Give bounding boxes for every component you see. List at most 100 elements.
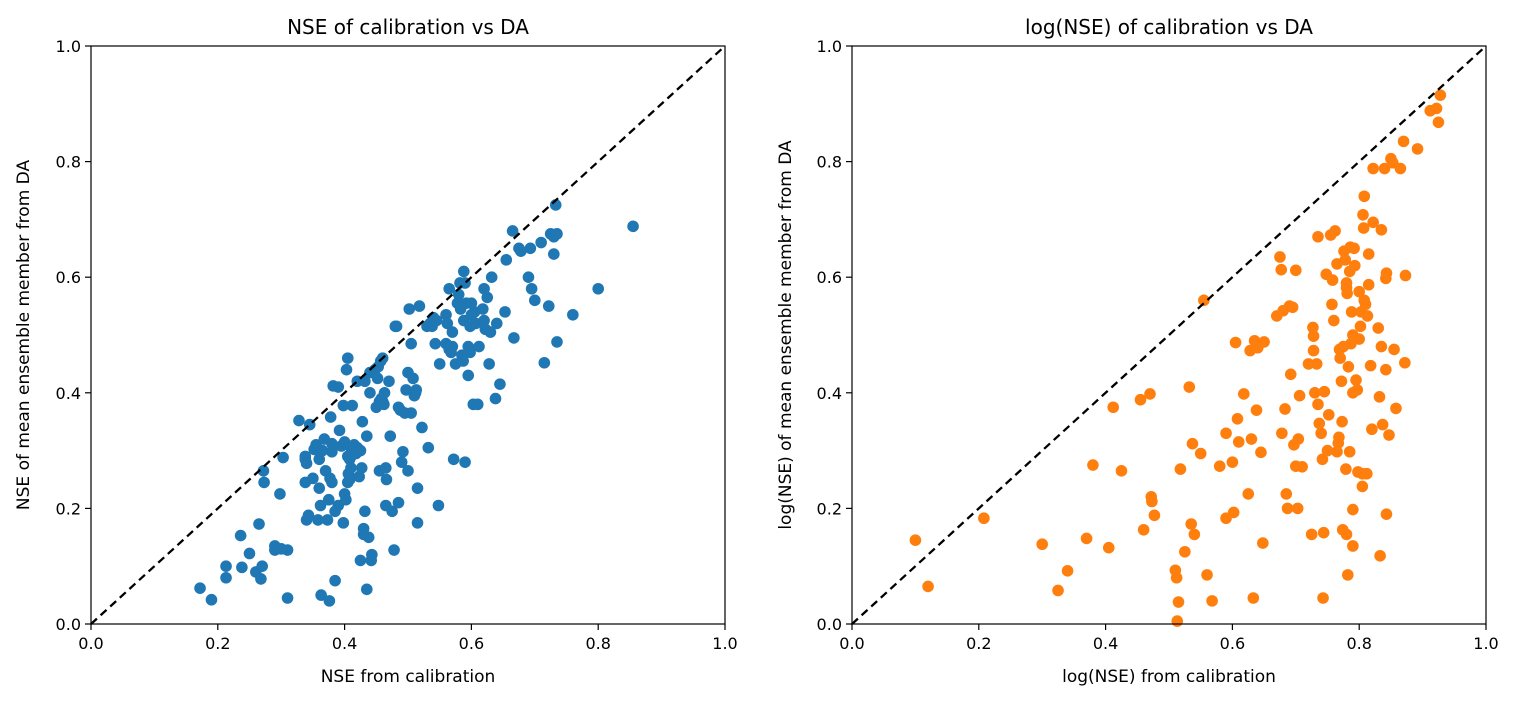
right-data-point — [1280, 488, 1293, 500]
right-data-point — [909, 534, 922, 546]
left-data-point — [485, 271, 498, 284]
right-data-point — [1331, 445, 1343, 458]
left-y-tick-label: 0.0 — [56, 615, 81, 634]
left-data-point — [378, 387, 391, 399]
left-data-point — [405, 407, 417, 419]
right-data-point — [1171, 615, 1184, 627]
right-data-point — [1115, 465, 1128, 477]
left-data-point — [258, 476, 270, 489]
right-data-point — [1374, 549, 1386, 562]
left-data-point — [364, 387, 376, 399]
right-data-point — [978, 512, 990, 525]
left-data-point — [324, 411, 337, 423]
right-data-point — [1380, 267, 1393, 279]
right-data-point — [1359, 298, 1372, 311]
right-data-point — [1434, 89, 1447, 101]
right-y-axis-label: log(NSE) of mean ensemble member from DA — [776, 140, 796, 530]
left-data-point — [255, 573, 267, 585]
right-data-point — [1340, 463, 1352, 475]
left-data-point — [529, 294, 541, 307]
left-points — [194, 199, 639, 607]
right-data-point — [1307, 321, 1319, 334]
left-data-point — [403, 303, 416, 315]
right-data-point — [1335, 375, 1348, 388]
left-data-point — [323, 595, 336, 607]
left-data-point — [312, 514, 324, 526]
left-data-point — [321, 514, 334, 526]
right-y-tick-label: 0.0 — [817, 615, 842, 634]
right-data-point — [1347, 540, 1359, 552]
right-data-point — [1144, 388, 1156, 400]
left-data-point — [524, 242, 537, 255]
left-data-point — [473, 340, 485, 353]
right-data-point — [1321, 444, 1334, 457]
left-data-point — [356, 415, 369, 428]
right-data-point — [1342, 360, 1355, 373]
left-data-point — [462, 369, 475, 382]
left-data-point — [378, 398, 390, 411]
left-data-point — [333, 424, 346, 437]
right-data-point — [1148, 509, 1161, 522]
left-data-point — [337, 399, 350, 412]
right-x-tick-label: 1.0 — [1473, 634, 1498, 653]
left-data-point — [329, 574, 341, 587]
left-data-point — [432, 499, 445, 512]
left-data-point — [405, 337, 417, 350]
left-data-point — [257, 465, 270, 477]
right-data-point — [1354, 320, 1367, 333]
right-axes-frame — [851, 45, 1487, 625]
left-data-point — [281, 592, 294, 604]
right-data-point — [1231, 413, 1244, 425]
left-data-point — [429, 337, 442, 350]
right-data-point — [1364, 359, 1377, 372]
left-data-point — [359, 505, 371, 518]
right-data-point — [1284, 368, 1297, 381]
left-y-tick-label: 0.8 — [56, 153, 81, 172]
left-data-point — [551, 228, 563, 240]
left-data-point — [402, 465, 414, 477]
right-data-point — [1172, 596, 1185, 608]
left-data-point — [506, 225, 519, 237]
right-data-point — [1334, 352, 1346, 364]
left-data-point — [346, 399, 359, 412]
right-data-point — [1255, 446, 1267, 459]
left-y-tick-label: 0.4 — [56, 384, 81, 403]
right-data-point — [922, 580, 934, 593]
left-data-point — [236, 561, 248, 574]
right-data-point — [1329, 225, 1341, 237]
left-data-point — [332, 381, 345, 393]
right-data-point — [1275, 263, 1288, 276]
left-data-point — [345, 462, 357, 474]
right-y-tick-label: 0.4 — [817, 384, 842, 403]
right-data-point — [1411, 143, 1424, 155]
right-data-point — [1328, 314, 1340, 327]
right-data-point — [1258, 336, 1270, 348]
right-data-point — [1317, 526, 1330, 539]
left-x-tick-label: 0.2 — [205, 634, 230, 653]
right-data-point — [1312, 398, 1324, 411]
right-data-point — [1357, 208, 1369, 221]
right-data-point — [1366, 423, 1378, 436]
right-data-point — [1343, 445, 1356, 458]
right-data-point — [1227, 506, 1240, 519]
right-x-tick-label: 0.4 — [1093, 634, 1118, 653]
right-data-point — [1134, 393, 1147, 406]
right-data-point — [1245, 433, 1258, 445]
right-x-axis-label: log(NSE) from calibration — [1062, 667, 1276, 687]
left-data-point — [411, 482, 424, 494]
left-x-tick-label: 0.4 — [332, 634, 357, 653]
left-y-tick-label: 0.6 — [56, 268, 81, 287]
right-data-point — [1351, 384, 1364, 396]
right-data-point — [1339, 254, 1352, 266]
left-data-point — [407, 372, 419, 385]
left-data-point — [535, 236, 547, 249]
left-data-point — [337, 517, 350, 529]
left-data-point — [360, 583, 373, 596]
left-data-point — [500, 254, 513, 266]
left-data-point — [490, 317, 503, 330]
right-data-point — [1274, 251, 1286, 263]
left-data-point — [548, 248, 560, 260]
right-data-point — [1087, 459, 1099, 471]
left-data-point — [477, 303, 489, 315]
